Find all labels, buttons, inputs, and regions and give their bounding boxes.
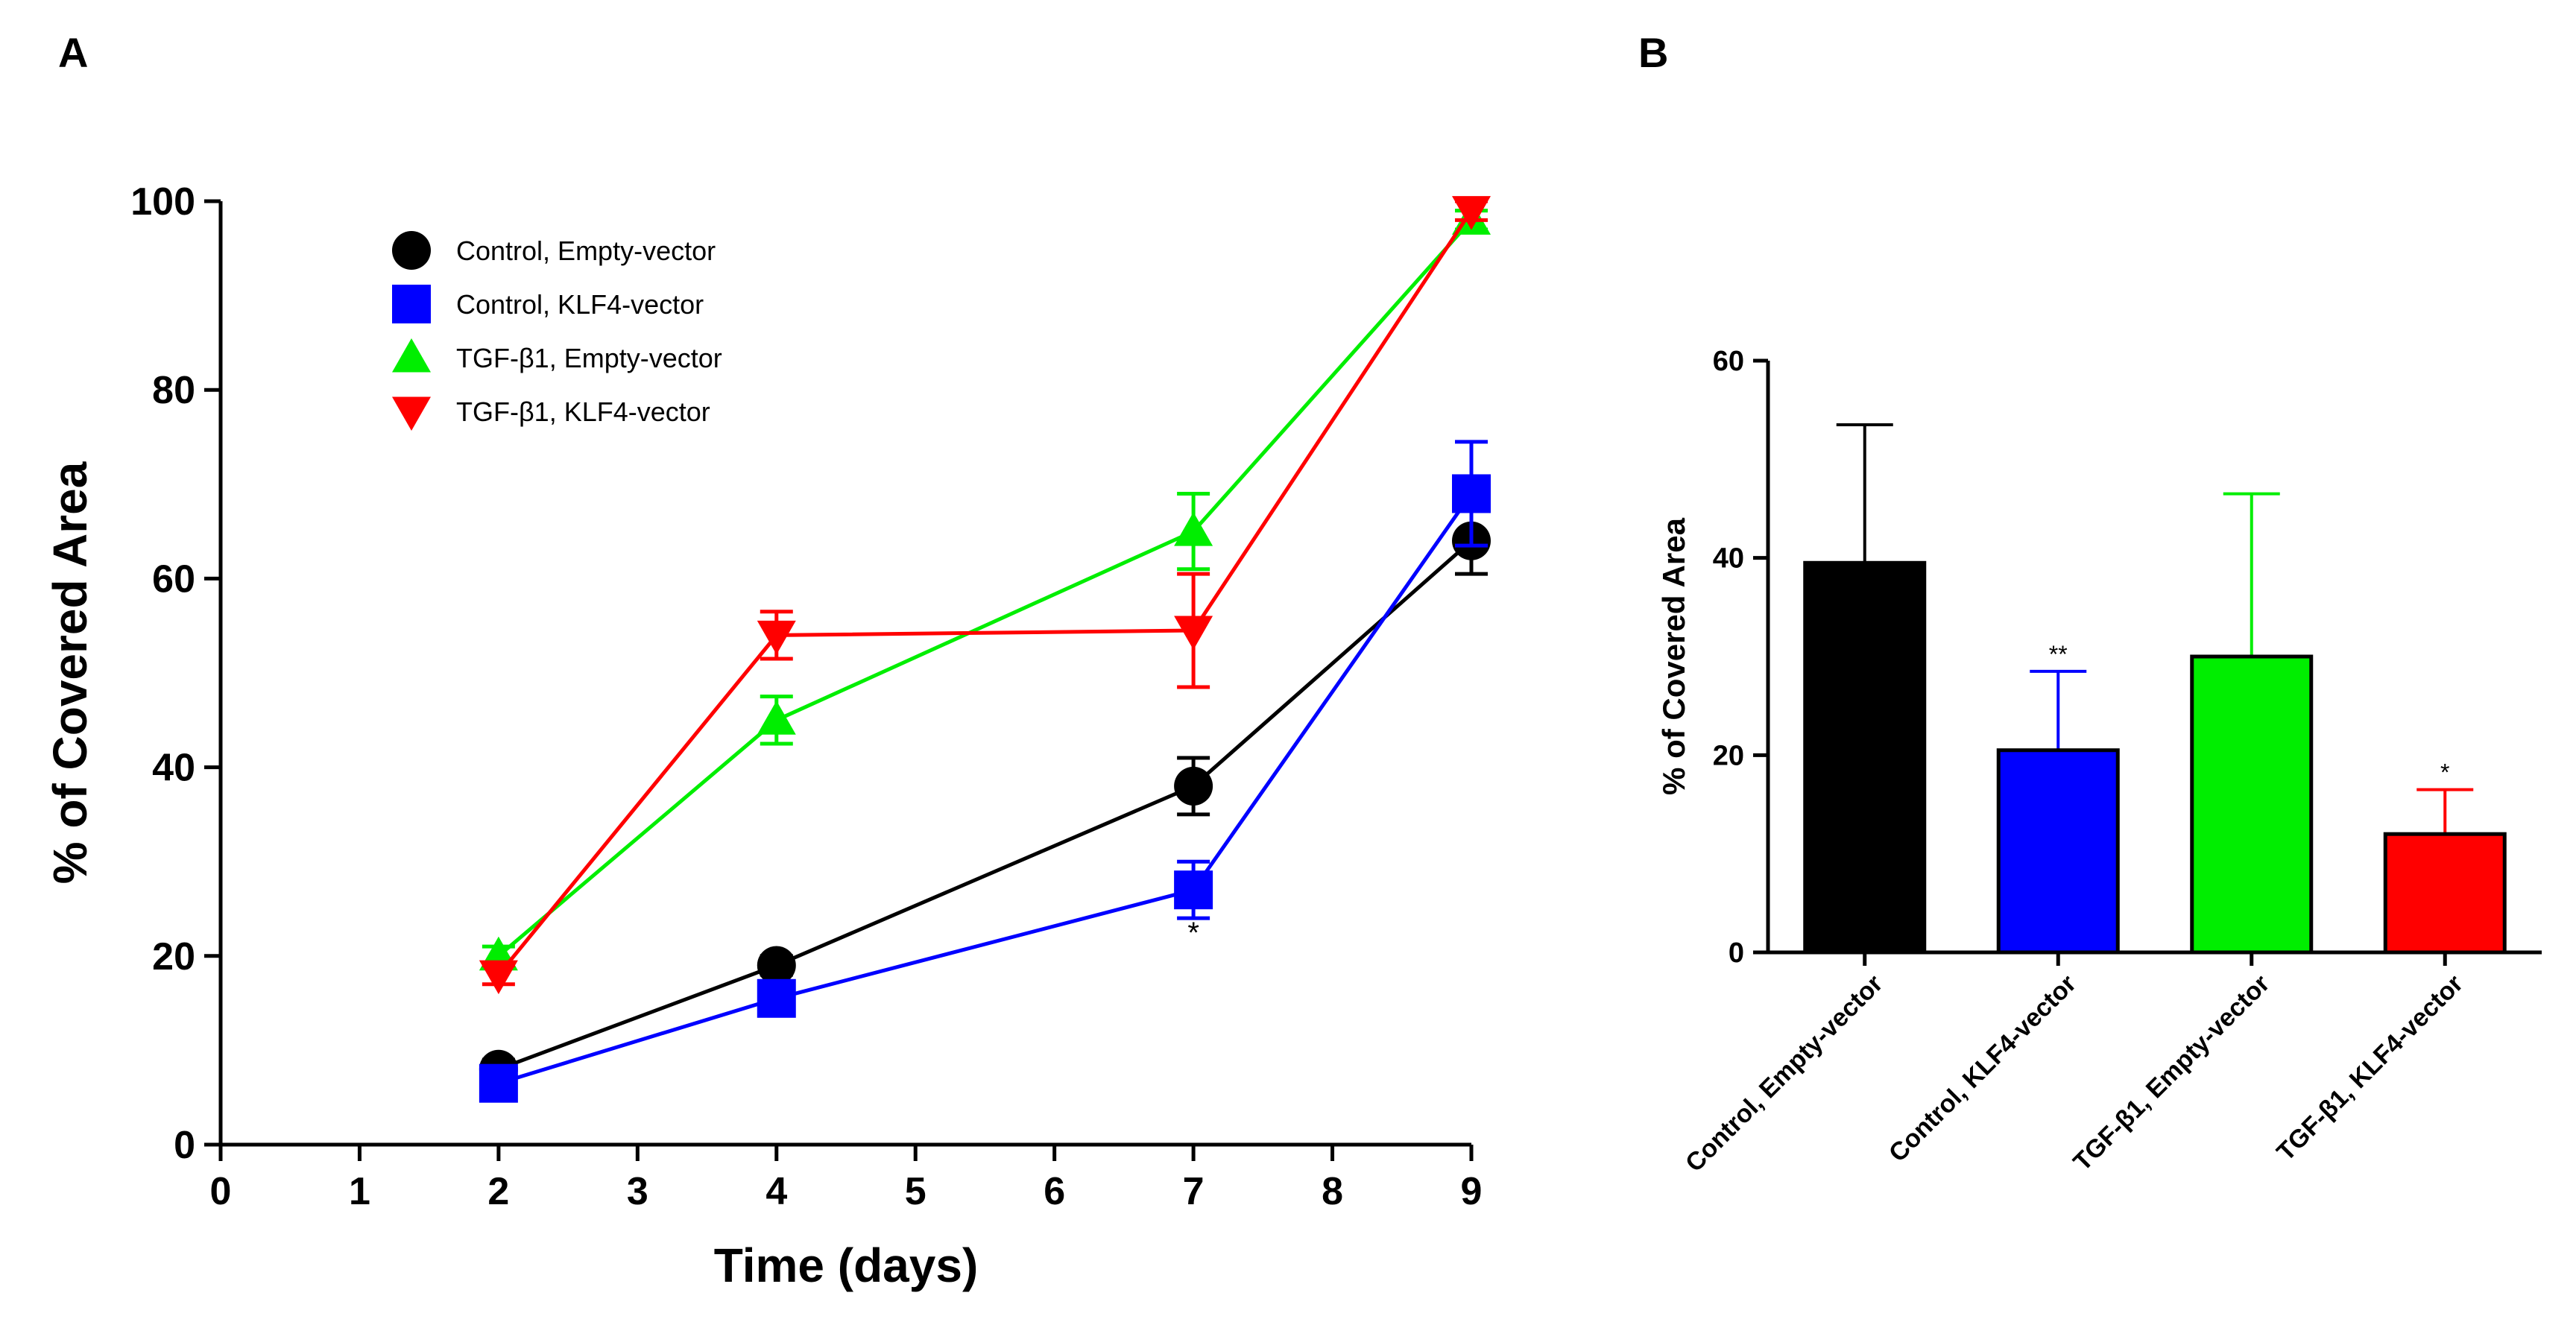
legend-label: TGF-β1, KLF4-vector [456, 396, 710, 427]
data-point [757, 620, 796, 655]
legend-marker [392, 231, 431, 270]
y-axis-title: % of Covered Area [1656, 517, 1691, 795]
data-point [479, 960, 518, 995]
x-axis-title: Time (days) [714, 1239, 979, 1292]
data-point [1174, 870, 1213, 910]
y-tick-label: 60 [152, 557, 195, 601]
series-line [496, 209, 1474, 976]
series-0 [479, 505, 1491, 1089]
line-chart: 0 1 2 3 4 5 6 7 8 9 0 20 40 60 80 100 Time (days) % of Co… [43, 180, 1491, 1292]
data-point [1174, 766, 1213, 806]
bar [2190, 654, 2314, 955]
bar [1996, 748, 2120, 955]
data-point [757, 978, 796, 1018]
legend-marker [392, 338, 431, 373]
y-axis-title: % of Covered Area [43, 461, 97, 884]
y-tick-label: 20 [152, 935, 195, 978]
data-point [479, 1063, 518, 1103]
x-tick-label: 0 [210, 1170, 232, 1213]
panel-a-letter: A [58, 29, 88, 76]
x-tick-label: 1 [349, 1170, 370, 1213]
significance-marker: * [1187, 917, 1199, 949]
significance-marker: * [2440, 759, 2449, 786]
category-label: TGF-β1, Empty-vector [2068, 970, 2275, 1177]
y-tick-label: 0 [174, 1124, 195, 1167]
category-label: Control, KLF4-vector [1884, 970, 2082, 1168]
series-line [497, 218, 1473, 958]
legend-marker [392, 396, 431, 431]
data-point [757, 700, 796, 735]
legend-label: Control, KLF4-vector [456, 289, 704, 320]
data-point [1452, 474, 1491, 513]
y-tick-label: 0 [1729, 937, 1744, 969]
x-tick-label: 6 [1044, 1170, 1065, 1213]
data-point [1174, 616, 1213, 651]
y-tick-label: 40 [1713, 543, 1744, 575]
y-tick-label: 20 [1713, 740, 1744, 771]
legend: Control, Empty-vector Control, KLF4-vecto… [392, 231, 722, 431]
legend-marker [392, 285, 431, 323]
significance-marker: ** [2049, 641, 2068, 668]
y-tick-label: 60 [1713, 346, 1744, 377]
category-label: TGF-β1, KLF4-vector [2271, 970, 2469, 1167]
data-point [1452, 196, 1491, 230]
x-tick-label: 8 [1322, 1170, 1343, 1213]
bar [2383, 832, 2507, 955]
category-label: Control, Empty-vector [1680, 970, 1888, 1177]
legend-label: TGF-β1, Empty-vector [456, 343, 722, 373]
series-3 [479, 196, 1491, 995]
data-point [757, 946, 796, 985]
x-tick-label: 7 [1183, 1170, 1205, 1213]
bar [1803, 560, 1927, 955]
legend-label: Control, Empty-vector [456, 235, 716, 266]
bar-chart: 0 20 40 60 % of Covered Area Control, Empty-v… [1656, 346, 2542, 1177]
y-tick-label: 100 [130, 180, 195, 224]
series-line [498, 493, 1474, 1086]
x-tick-label: 2 [487, 1170, 509, 1213]
x-tick-label: 9 [1461, 1170, 1483, 1213]
data-point [1174, 512, 1213, 546]
x-tick-label: 5 [905, 1170, 926, 1213]
x-tick-label: 4 [765, 1170, 787, 1213]
series-1 [479, 440, 1491, 1103]
y-tick-label: 80 [152, 369, 195, 412]
y-tick-label: 40 [152, 747, 195, 790]
panel-b-letter: B [1638, 29, 1668, 76]
series-line [498, 539, 1473, 1072]
x-tick-label: 3 [627, 1170, 648, 1213]
